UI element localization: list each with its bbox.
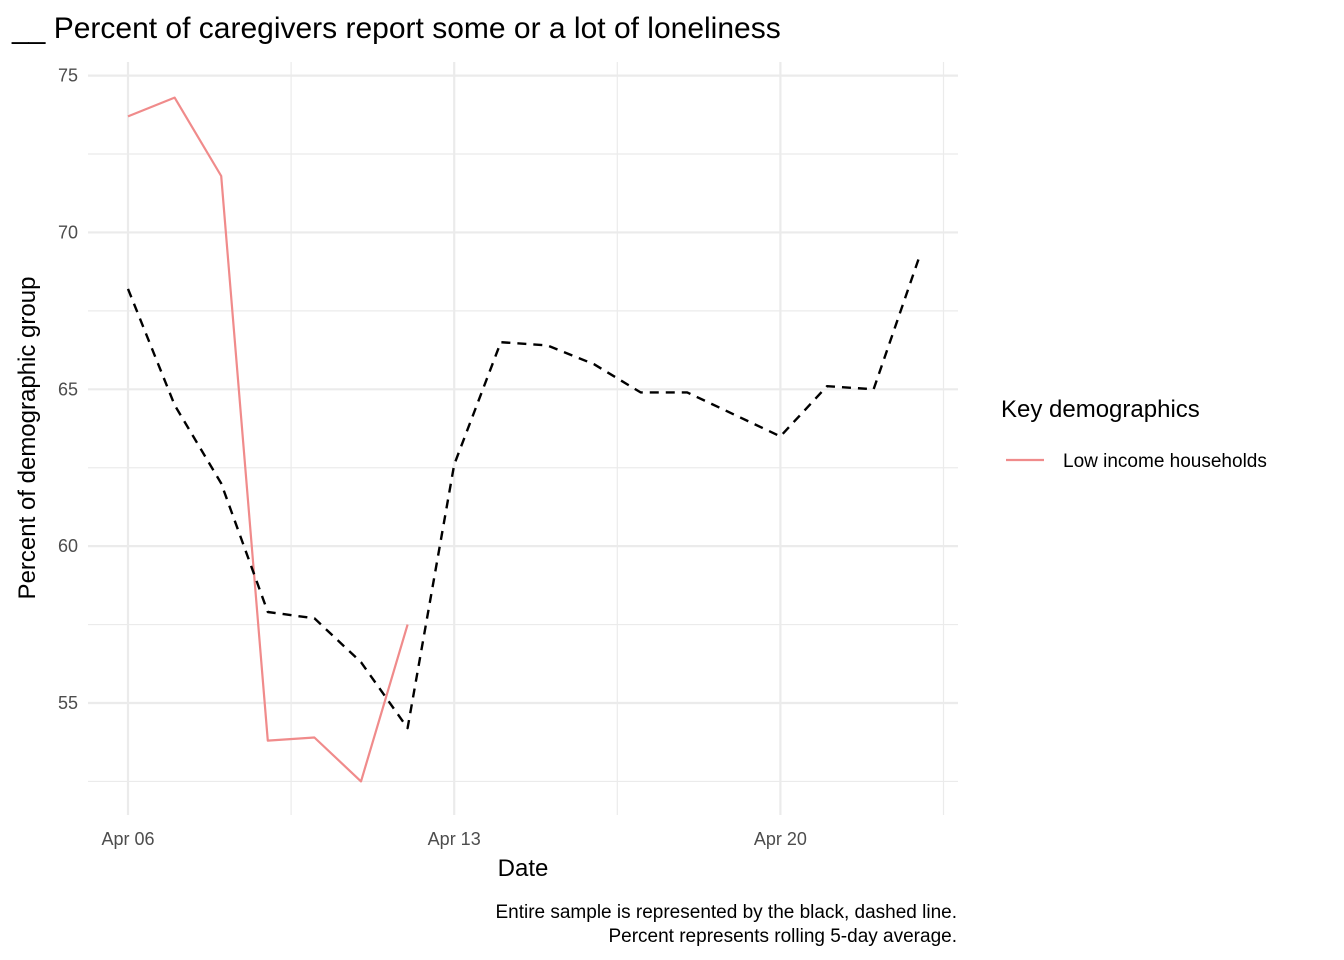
grid bbox=[88, 62, 958, 815]
x-tick-label: Apr 13 bbox=[428, 829, 481, 849]
x-axis-title: Date bbox=[498, 855, 549, 882]
caption-line-2: Percent represents rolling 5-day average… bbox=[608, 926, 957, 947]
legend: Key demographics Low income households bbox=[1001, 396, 1267, 472]
y-tick-label: 55 bbox=[58, 693, 78, 713]
caption-line-1: Entire sample is represented by the blac… bbox=[495, 902, 957, 923]
legend-title: Key demographics bbox=[1001, 396, 1200, 423]
y-tick-label: 75 bbox=[58, 66, 78, 86]
y-tick-label: 65 bbox=[58, 379, 78, 399]
series-line-entire-sample bbox=[126, 254, 922, 730]
y-axis-title: Percent of demographic group bbox=[14, 277, 41, 600]
y-tick-label: 60 bbox=[58, 536, 78, 556]
legend-label-low-income: Low income households bbox=[1063, 451, 1267, 472]
chart-title: __ Percent of caregivers report some or … bbox=[11, 12, 781, 45]
y-tick-label: 70 bbox=[58, 222, 78, 242]
series-line-low-income bbox=[127, 96, 409, 783]
x-tick-label: Apr 20 bbox=[754, 829, 807, 849]
x-axis: Apr 06 Apr 13 Apr 20 bbox=[101, 829, 806, 849]
x-tick-label: Apr 06 bbox=[101, 829, 154, 849]
y-axis: 55 60 65 70 75 bbox=[58, 66, 78, 713]
data-series bbox=[126, 96, 922, 783]
